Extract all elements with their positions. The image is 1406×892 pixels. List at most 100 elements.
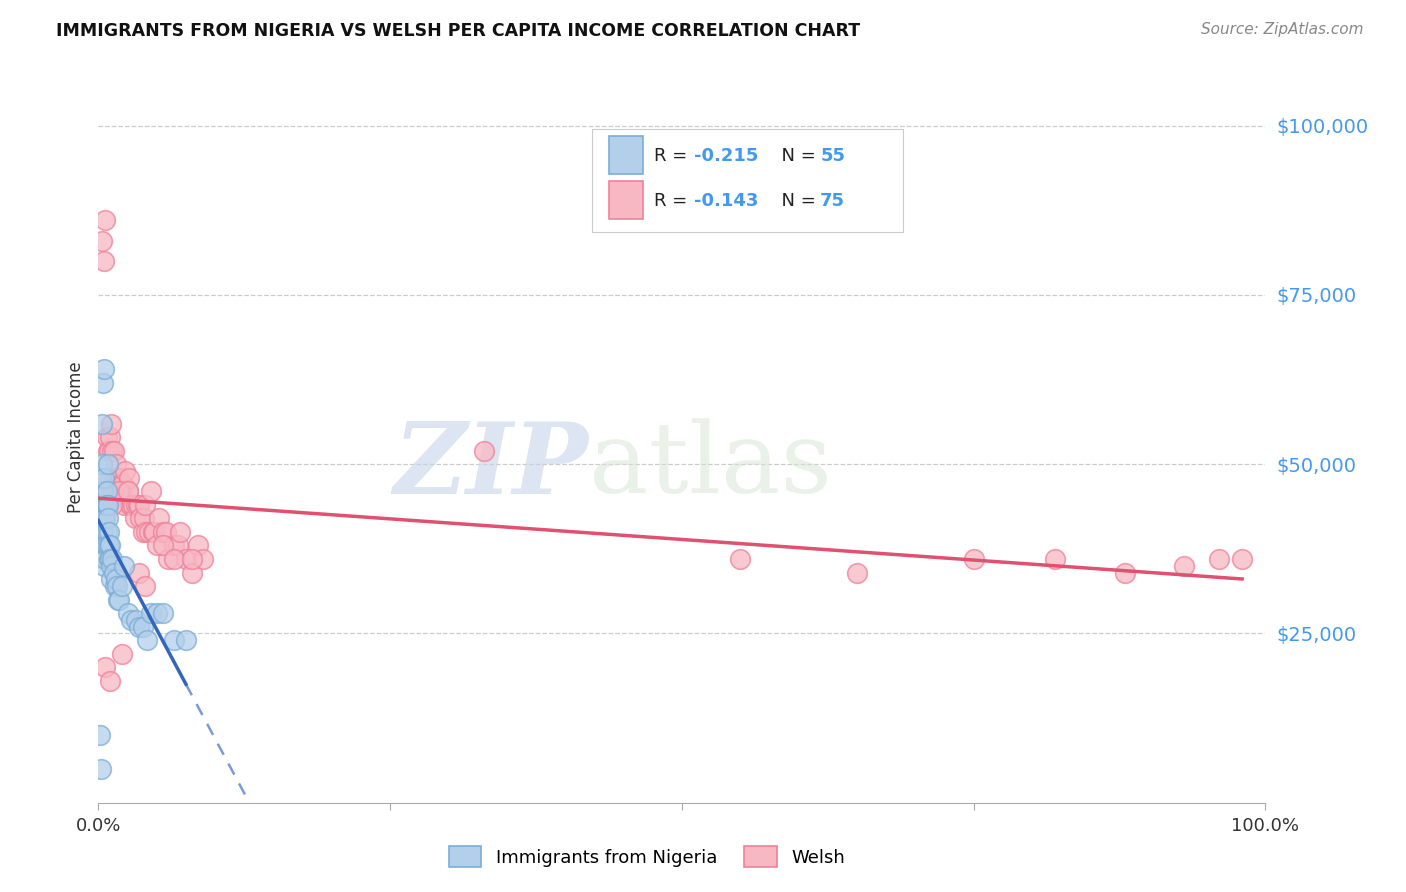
- Point: [174, 633, 197, 648]
- Point: [163, 633, 186, 648]
- Point: [132, 524, 155, 539]
- Point: [1208, 552, 1230, 566]
- Point: [472, 443, 495, 458]
- Point: [143, 524, 166, 539]
- Point: [125, 613, 148, 627]
- Point: [104, 572, 127, 586]
- Point: [96, 430, 118, 444]
- Point: [136, 633, 159, 648]
- Text: IMMIGRANTS FROM NIGERIA VS WELSH PER CAPITA INCOME CORRELATION CHART: IMMIGRANTS FROM NIGERIA VS WELSH PER CAP…: [56, 22, 860, 40]
- Text: N =: N =: [769, 192, 821, 210]
- Point: [105, 579, 128, 593]
- Point: [91, 376, 114, 390]
- Point: [132, 620, 155, 634]
- Point: [93, 254, 115, 268]
- Point: [128, 620, 150, 634]
- Point: [104, 457, 127, 471]
- Point: [90, 762, 112, 776]
- Point: [166, 538, 188, 552]
- Y-axis label: Per Capita Income: Per Capita Income: [67, 361, 86, 513]
- Point: [98, 538, 121, 552]
- Point: [108, 484, 131, 499]
- Point: [97, 443, 120, 458]
- Point: [129, 511, 152, 525]
- Point: [93, 471, 115, 485]
- Point: [96, 484, 118, 499]
- Point: [120, 613, 142, 627]
- Point: [97, 511, 120, 525]
- Point: [96, 538, 118, 552]
- Point: [94, 538, 117, 552]
- Point: [1173, 558, 1195, 573]
- Point: [111, 647, 134, 661]
- Point: [96, 498, 118, 512]
- Point: [103, 566, 125, 580]
- Text: Source: ZipAtlas.com: Source: ZipAtlas.com: [1201, 22, 1364, 37]
- Point: [100, 417, 122, 431]
- Point: [100, 484, 122, 499]
- Point: [103, 443, 125, 458]
- Text: atlas: atlas: [589, 418, 831, 514]
- Point: [163, 552, 186, 566]
- Point: [163, 538, 186, 552]
- Point: [135, 524, 157, 539]
- Point: [97, 498, 120, 512]
- Point: [93, 498, 115, 512]
- Point: [111, 477, 134, 491]
- Point: [127, 498, 149, 512]
- Point: [96, 524, 118, 539]
- Text: 75: 75: [820, 192, 845, 210]
- Point: [108, 592, 131, 607]
- Text: -0.215: -0.215: [693, 147, 758, 165]
- Text: N =: N =: [769, 147, 821, 165]
- Point: [97, 552, 120, 566]
- Point: [94, 552, 117, 566]
- Point: [174, 552, 197, 566]
- Point: [94, 511, 117, 525]
- Point: [152, 524, 174, 539]
- Point: [112, 558, 135, 573]
- Point: [107, 592, 129, 607]
- Point: [120, 498, 142, 512]
- Point: [104, 579, 127, 593]
- Point: [91, 511, 114, 525]
- Point: [91, 484, 114, 499]
- Point: [90, 511, 112, 525]
- Text: R =: R =: [654, 192, 693, 210]
- Point: [180, 552, 202, 566]
- Point: [125, 498, 148, 512]
- Point: [101, 498, 124, 512]
- Point: [101, 552, 124, 566]
- Point: [118, 471, 141, 485]
- Point: [103, 484, 125, 499]
- Point: [90, 417, 112, 431]
- Point: [128, 498, 150, 512]
- Point: [94, 213, 117, 227]
- Point: [111, 484, 134, 499]
- Point: [89, 728, 111, 742]
- Point: [1045, 552, 1067, 566]
- Point: [148, 511, 170, 525]
- Point: [97, 443, 120, 458]
- Point: [93, 362, 115, 376]
- Point: [93, 558, 115, 573]
- Point: [132, 511, 155, 525]
- Point: [96, 484, 118, 499]
- Point: [146, 538, 169, 552]
- Point: [110, 477, 132, 491]
- Point: [97, 484, 120, 499]
- Point: [114, 464, 136, 478]
- Point: [138, 524, 160, 539]
- Point: [155, 524, 177, 539]
- Point: [146, 606, 169, 620]
- Point: [180, 566, 202, 580]
- Point: [152, 538, 174, 552]
- Point: [93, 538, 115, 552]
- Point: [104, 471, 127, 485]
- Point: [108, 471, 131, 485]
- Point: [94, 660, 117, 674]
- Point: [157, 552, 180, 566]
- Point: [124, 511, 146, 525]
- Point: [97, 457, 120, 471]
- Text: 55: 55: [820, 147, 845, 165]
